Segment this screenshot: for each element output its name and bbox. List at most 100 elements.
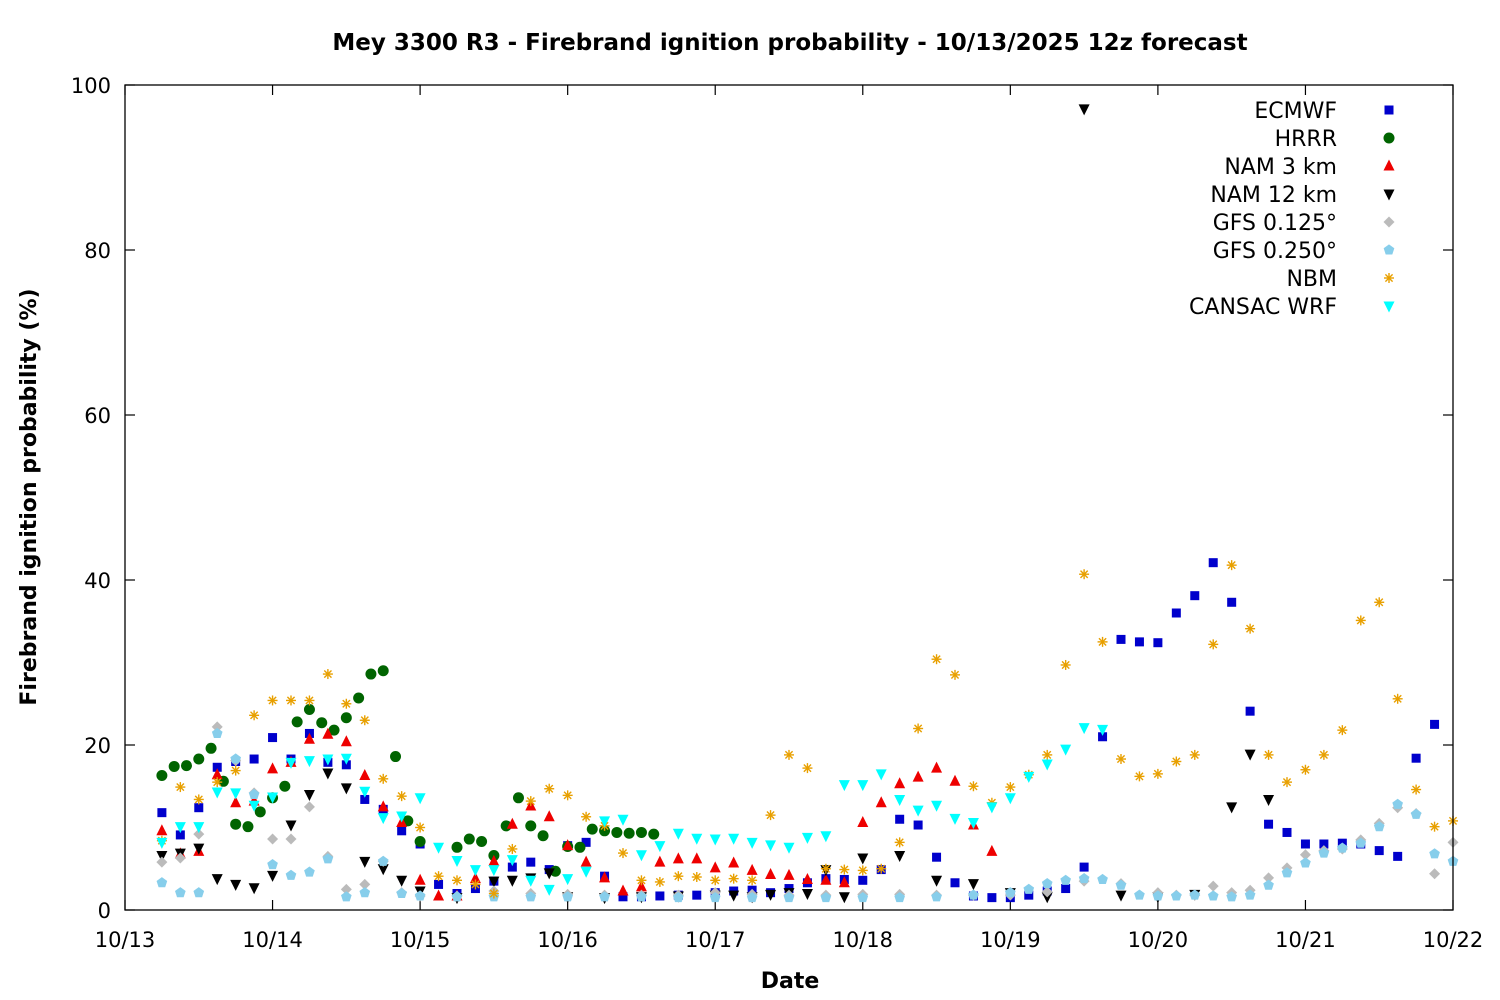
y-tick-label: 0	[98, 899, 111, 923]
data-point	[1061, 884, 1071, 894]
data-point	[242, 821, 254, 833]
data-point	[396, 811, 408, 823]
x-tick-label: 10/22	[1423, 928, 1484, 952]
data-point	[396, 887, 407, 899]
x-tick-label: 10/18	[833, 928, 894, 952]
data-point	[211, 787, 223, 799]
data-point	[1245, 623, 1256, 634]
data-point	[322, 727, 334, 739]
data-point	[1023, 771, 1035, 783]
data-point	[434, 879, 444, 889]
data-point	[506, 855, 518, 867]
data-point	[1189, 749, 1200, 760]
legend-marker	[1383, 159, 1395, 171]
data-point	[1337, 842, 1348, 853]
data-point	[709, 834, 721, 846]
data-point	[968, 889, 979, 900]
data-point	[654, 841, 666, 853]
data-point	[1152, 890, 1164, 901]
series-nbm	[156, 560, 1458, 899]
data-point	[377, 813, 389, 825]
data-point	[1355, 615, 1366, 626]
data-point	[876, 863, 887, 874]
data-point	[230, 879, 242, 891]
data-point	[672, 828, 684, 840]
legend-label: NAM 12 km	[1210, 183, 1337, 208]
data-point	[526, 857, 536, 867]
y-axis-label: Firebrand ignition probability (%)	[17, 288, 42, 705]
data-point	[285, 833, 297, 845]
data-point	[378, 773, 389, 784]
data-point	[586, 823, 598, 835]
x-tick-label: 10/17	[685, 928, 746, 952]
data-point	[212, 762, 222, 772]
data-point	[562, 874, 574, 886]
data-point	[1299, 849, 1311, 861]
data-point	[1300, 857, 1311, 868]
data-point	[340, 753, 352, 765]
y-tick-label: 100	[71, 74, 111, 98]
data-point	[414, 873, 426, 885]
data-point	[175, 782, 186, 793]
data-point	[1282, 777, 1292, 788]
legend-label: GFS 0.250°	[1213, 239, 1337, 264]
data-point	[248, 788, 260, 800]
data-point	[267, 762, 279, 774]
legend: ECMWF HRRR NAM 3 km NAM 12 km GFS 0.125° GFS …	[1189, 99, 1395, 320]
legend-marker	[1383, 132, 1395, 144]
data-point	[1374, 597, 1385, 608]
data-point	[1263, 872, 1275, 884]
data-point	[543, 884, 555, 896]
data-point	[986, 802, 998, 814]
data-point	[414, 836, 426, 848]
data-point	[194, 803, 204, 813]
data-point	[1207, 890, 1219, 901]
data-point	[267, 792, 279, 804]
data-point	[286, 695, 296, 706]
data-point	[230, 818, 242, 830]
data-point	[894, 794, 906, 806]
data-point	[452, 875, 462, 886]
data-point	[365, 668, 377, 680]
data-point	[1244, 889, 1256, 900]
data-point	[635, 826, 647, 838]
data-point	[987, 893, 997, 903]
data-point	[506, 875, 518, 887]
data-point	[802, 763, 813, 774]
data-point	[709, 861, 721, 873]
data-point	[636, 875, 647, 886]
legend-label: HRRR	[1275, 127, 1337, 152]
data-point	[635, 880, 647, 892]
data-point	[525, 891, 537, 902]
data-point	[1041, 886, 1053, 898]
data-point	[1153, 638, 1163, 648]
data-point	[1429, 821, 1440, 832]
legend-marker	[1384, 273, 1394, 283]
data-point	[1264, 819, 1274, 829]
data-point	[654, 876, 665, 887]
data-point	[950, 669, 960, 680]
legend-marker	[1384, 105, 1394, 115]
data-point	[377, 855, 389, 866]
data-point	[875, 769, 887, 781]
x-tick-label: 10/20	[1128, 928, 1189, 952]
data-point	[1430, 719, 1440, 729]
data-point	[291, 716, 303, 728]
data-point	[205, 742, 217, 754]
data-point	[765, 868, 777, 880]
data-point	[174, 822, 186, 834]
data-point	[1152, 768, 1163, 779]
data-point	[839, 864, 850, 875]
data-point	[359, 715, 370, 726]
data-point	[691, 833, 703, 845]
data-point	[303, 704, 315, 716]
data-point	[1244, 749, 1256, 761]
data-point	[341, 760, 351, 770]
x-tick-label: 10/16	[537, 928, 598, 952]
data-point	[581, 837, 591, 847]
data-point	[913, 723, 924, 734]
data-point	[451, 891, 463, 902]
data-point	[211, 768, 223, 780]
data-point	[506, 817, 518, 829]
data-point	[248, 883, 260, 895]
